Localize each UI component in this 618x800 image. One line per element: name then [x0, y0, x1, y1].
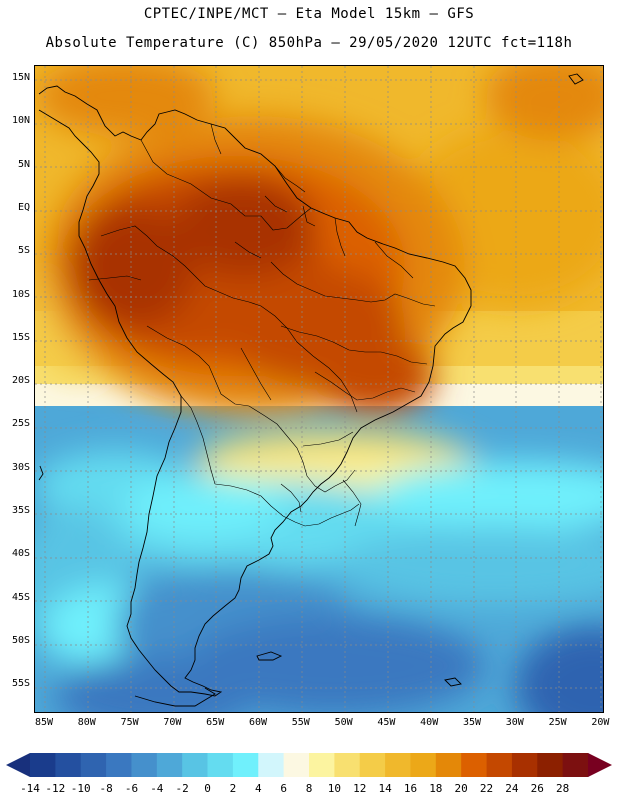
latitude-label: 15N	[11, 72, 30, 83]
latitude-label: 35S	[11, 505, 30, 516]
colorbar-cell	[106, 753, 132, 777]
colorbar-label: -8	[99, 782, 113, 795]
colorbar	[6, 753, 612, 777]
colorbar-label: 10	[327, 782, 341, 795]
colorbar-cell	[334, 753, 361, 777]
colorbar-label: -10	[70, 782, 91, 795]
latitude-label: 20S	[11, 375, 30, 387]
longitude-label: 30W	[505, 717, 524, 728]
colorbar-label: 12	[353, 782, 367, 795]
colorbar-cell	[258, 753, 285, 777]
latitude-label: 10N	[11, 115, 30, 127]
colorbar-label: 4	[254, 782, 262, 795]
colorbar-low-end-triangle	[6, 753, 30, 777]
colorbar-label: -14	[20, 782, 40, 795]
latitude-label: 45S	[11, 591, 30, 603]
longitude-label: 35W	[462, 717, 482, 728]
colorbar-label: 2	[229, 782, 237, 795]
latitude-label: 55S	[11, 678, 30, 690]
colorbar-label: 24	[505, 782, 519, 795]
colorbar-label: -2	[175, 782, 189, 795]
colorbar-cell	[410, 753, 437, 777]
longitude-label: 80W	[77, 717, 96, 728]
colorbar-label: -12	[45, 782, 66, 795]
colorbar-cell	[511, 753, 538, 777]
longitude-label: 40W	[420, 717, 439, 728]
temperature-map-svg	[35, 66, 603, 712]
colorbar-cell	[385, 753, 411, 777]
longitude-label: 45W	[377, 717, 396, 728]
colorbar-cell	[131, 753, 158, 777]
colorbar-cell	[309, 753, 335, 777]
colorbar-high-end-triangle	[588, 753, 612, 777]
colorbar-cell	[80, 753, 107, 777]
colorbar-cell	[486, 753, 513, 777]
colorbar-label: 26	[530, 782, 544, 795]
colorbar-label: 16	[403, 782, 418, 795]
colorbar-cell	[207, 753, 234, 777]
latitude-label: 25S	[11, 418, 30, 430]
colorbar-cell	[30, 753, 56, 777]
colorbar-label: 14	[378, 782, 392, 795]
longitude-label: 85W	[34, 717, 54, 728]
colorbar-cell	[461, 753, 487, 777]
colorbar-label: 8	[305, 782, 313, 795]
colorbar-cell	[359, 753, 386, 777]
colorbar-label: 28	[556, 782, 570, 795]
colorbar-label: 18	[429, 782, 443, 795]
latitude-label: 50S	[11, 634, 30, 646]
coastlines	[38, 73, 584, 707]
colorbar-label: 0	[204, 782, 211, 795]
colorbar-cell	[182, 753, 208, 777]
colorbar-cell	[232, 753, 259, 777]
colorbar-cell	[283, 753, 310, 777]
colorbar-label: 22	[479, 782, 494, 795]
colorbar-label: 20	[454, 782, 468, 795]
longitude-label: 65W	[206, 717, 225, 728]
latitude-label: EQ	[17, 201, 30, 213]
longitude-label: 70W	[163, 717, 182, 728]
latitude-label: 5N	[17, 158, 30, 170]
colorbar-label: -4	[150, 782, 164, 795]
longitude-label: 20W	[591, 717, 610, 728]
chart-title-line2: Absolute Temperature (C) 850hPa – 29/05/…	[45, 35, 573, 51]
chart-title-line1: CPTEC/INPE/MCT – Eta Model 15km – GFS	[143, 6, 475, 22]
temperature-map	[34, 65, 604, 713]
longitude-label: 60W	[248, 717, 268, 728]
latitude-label: 40S	[11, 548, 30, 560]
colorbar-cell	[55, 753, 82, 777]
colorbar-cell	[537, 753, 564, 777]
colorbar-label: -6	[124, 782, 139, 795]
longitude-label: 50W	[334, 717, 353, 728]
latitude-label: 15S	[11, 331, 30, 343]
colorbar-label: 6	[280, 782, 287, 795]
colorbar-cell	[435, 753, 462, 777]
latitude-label: 10S	[11, 288, 30, 300]
colorbar-cell	[156, 753, 183, 777]
colorbar-cell	[562, 753, 589, 777]
longitude-label: 75W	[120, 717, 139, 728]
longitude-label: 55W	[291, 717, 310, 728]
latitude-label: 5S	[17, 245, 30, 257]
country-borders	[88, 123, 436, 527]
latitude-label: 30S	[11, 461, 30, 473]
longitude-label: 25W	[548, 717, 567, 728]
